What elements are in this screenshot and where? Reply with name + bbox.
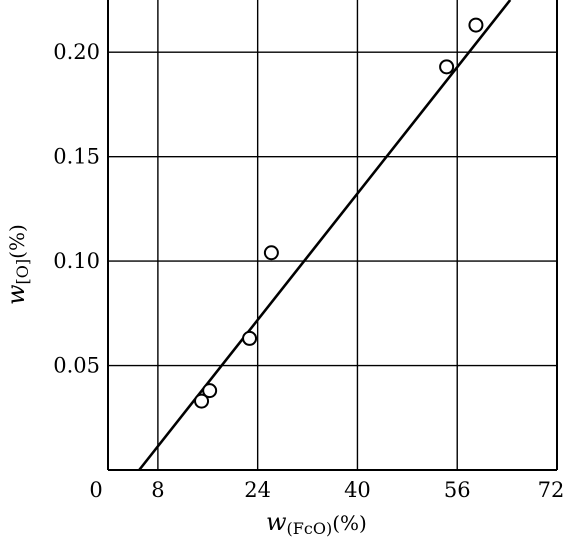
- y-tick-label: 0.10: [53, 249, 100, 273]
- fit-line-group: [138, 0, 512, 471]
- data-point: [242, 330, 258, 346]
- data-point: [468, 17, 484, 33]
- data-point: [194, 393, 210, 409]
- x-tick-label: 56: [444, 478, 471, 502]
- data-point: [439, 59, 455, 75]
- x-axis-unit: (%): [332, 511, 367, 535]
- grid: [107, 0, 558, 471]
- data-points: [194, 17, 484, 409]
- x-tick-label: 40: [344, 478, 371, 502]
- x-tick-label: 8: [151, 478, 164, 502]
- y-axis-var: w: [2, 284, 30, 305]
- y-tick-label: 0.20: [53, 40, 100, 64]
- x-axis-sub: (FcO): [287, 519, 333, 538]
- y-axis-sub: [O]: [13, 259, 32, 285]
- x-tick-label: 0: [89, 478, 102, 502]
- y-tick-label: 0.05: [53, 354, 100, 378]
- data-point: [202, 383, 218, 399]
- y-axis-unit: (%): [5, 224, 29, 259]
- x-tick-label: 24: [244, 478, 271, 502]
- y-tick-label: 0.15: [53, 145, 100, 169]
- x-axis-title: w(FcO)(%): [266, 508, 367, 538]
- x-tick-label: 72: [538, 478, 565, 502]
- x-tick-labels: 0 8 24 40 56 72: [89, 478, 564, 502]
- y-tick-labels: 0.05 0.10 0.15 0.20: [53, 40, 100, 377]
- x-axis-var: w: [266, 508, 287, 536]
- data-point: [263, 245, 279, 261]
- fit-line: [138, 0, 512, 471]
- y-axis-title: w[O](%): [2, 224, 32, 305]
